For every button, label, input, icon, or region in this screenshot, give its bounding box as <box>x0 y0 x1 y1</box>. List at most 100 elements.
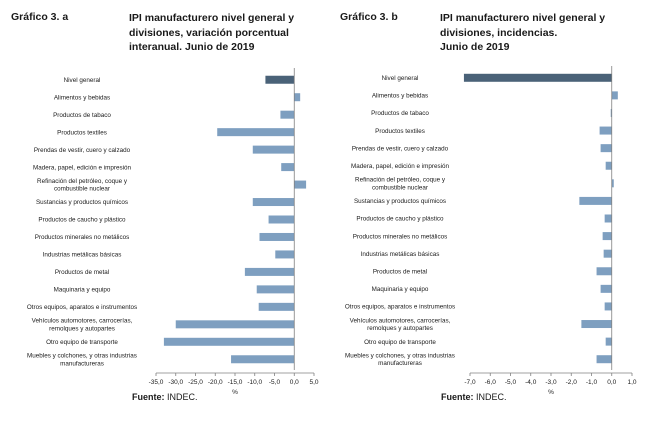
category-label: Productos textiles <box>57 129 107 136</box>
category-label-line: Muebles y colchones, y otras industrias <box>345 353 455 360</box>
bar <box>600 284 612 293</box>
x-tick-label: -25,0 <box>188 379 203 386</box>
source-note: Fuente: INDEC. <box>441 392 507 402</box>
category-label-line: combustible nuclear <box>54 186 110 193</box>
bar <box>605 337 612 346</box>
chart-title: IPI manufacturero nivel general y divisi… <box>440 11 660 55</box>
category-label: Prendas de vestir, cuero y calzado <box>34 147 131 154</box>
category-label: Productos de tabaco <box>371 110 429 117</box>
source-value: INDEC. <box>476 392 507 402</box>
category-label-line: Industrias metálicas básicas <box>43 252 122 259</box>
x-tick-label: -1,0 <box>586 379 598 386</box>
x-tick-label: -5,0 <box>269 379 281 386</box>
x-tick-label: -7,0 <box>464 379 476 386</box>
bar <box>611 179 614 188</box>
category-label: Productos de metal <box>55 269 109 276</box>
bar <box>294 180 307 189</box>
chart-title-line: divisiones, variación porcentual <box>129 26 289 39</box>
category-label-line: Prendas de vestir, cuero y calzado <box>352 145 449 152</box>
category-label: Refinación del petróleo, coque y combusti… <box>355 177 446 192</box>
bar <box>604 302 612 311</box>
bar <box>275 250 295 259</box>
x-tick-label: -30,0 <box>168 379 183 386</box>
x-tick-label: -4,0 <box>525 379 537 386</box>
category-label-line: Industrias metálicas básicas <box>361 251 440 258</box>
category-label-line: Maquinaria y equipo <box>372 286 429 293</box>
category-label-line: Otro equipo de transporte <box>364 339 436 346</box>
bar <box>579 196 612 205</box>
category-label: Muebles y colchones, y otras industrias m… <box>27 353 137 368</box>
category-label-line: Nivel general <box>64 77 101 84</box>
category-label-line: Vehículos automotores, carrocerías, <box>32 318 133 325</box>
category-label: Productos minerales no metálicos <box>35 234 130 241</box>
bar <box>217 128 295 137</box>
source-note: Fuente: INDEC. <box>132 392 198 402</box>
chart-title-line: IPI manufacturero nivel general y <box>129 12 295 24</box>
bar <box>258 302 295 311</box>
bar <box>611 91 618 100</box>
bar-chart-b: Nivel general Alimentos y bebidas Producto… <box>345 66 637 396</box>
bar <box>596 267 612 276</box>
category-label-line: Productos de metal <box>373 268 427 275</box>
chart-tag: Gráfico 3. b <box>340 11 398 23</box>
category-label: Productos de caucho y plástico <box>38 217 126 224</box>
category-label: Maquinaria y equipo <box>372 286 429 293</box>
chart-title-line: IPI manufacturero nivel general y <box>440 12 606 24</box>
x-axis-label: % <box>548 389 554 396</box>
category-label-line: Madera, papel, edición e impresión <box>33 164 132 171</box>
category-label-line: Sustancias y productos químicos <box>354 198 446 205</box>
category-label-line: Otros equipos, aparatos e instrumentos <box>345 304 455 311</box>
bar <box>252 198 295 207</box>
category-label: Maquinaria y equipo <box>54 287 111 294</box>
category-label-line: Alimentos y bebidas <box>372 93 428 100</box>
bar <box>602 232 612 241</box>
x-tick-label: -5,0 <box>505 379 517 386</box>
category-label-line: Refinación del petróleo, coque y <box>37 178 128 185</box>
bar <box>265 75 295 84</box>
x-tick-label: -6,0 <box>485 379 497 386</box>
category-label: Madera, papel, edición e impresión <box>33 164 132 171</box>
bar <box>599 126 612 135</box>
bar <box>603 249 612 258</box>
category-label-line: Productos minerales no metálicos <box>353 233 448 240</box>
category-label-line: Productos de caucho y plástico <box>38 217 126 224</box>
bar <box>244 267 295 276</box>
x-tick-label: 0,0 <box>290 379 299 386</box>
bar <box>268 215 295 224</box>
category-label-line: remolques y autopartes <box>367 325 433 332</box>
category-label-line: Productos de tabaco <box>371 110 429 117</box>
category-label-line: Otros equipos, aparatos e instrumentos <box>27 304 137 311</box>
category-label-line: Maquinaria y equipo <box>54 287 111 294</box>
category-label-line: manufactureras <box>60 360 104 367</box>
bar <box>463 73 612 82</box>
x-tick-label: -2,0 <box>566 379 578 386</box>
x-tick-label: 5,0 <box>309 379 318 386</box>
bar <box>610 108 612 117</box>
chart-title: IPI manufacturero nivel general y divisi… <box>129 11 329 55</box>
x-tick-label: 1,0 <box>627 379 636 386</box>
category-label: Nivel general <box>64 77 101 84</box>
bar <box>280 110 295 119</box>
category-label-line: Sustancias y productos químicos <box>36 199 128 206</box>
bar <box>596 355 612 364</box>
category-label-line: Prendas de vestir, cuero y calzado <box>34 147 131 154</box>
category-label: Alimentos y bebidas <box>54 94 110 101</box>
category-label-line: Otro equipo de transporte <box>46 339 118 346</box>
category-label-line: Refinación del petróleo, coque y <box>355 177 446 184</box>
x-tick-label: -35,0 <box>149 379 164 386</box>
category-label-line: Productos de caucho y plástico <box>356 216 444 223</box>
category-label: Nivel general <box>382 75 419 82</box>
chart-title-line: Junio de 2019 <box>440 41 510 53</box>
x-tick-label: -10,0 <box>247 379 262 386</box>
source-label: Fuente: <box>441 392 474 402</box>
chart-title-line: divisiones, incidencias. <box>440 26 558 39</box>
category-label: Alimentos y bebidas <box>372 93 428 100</box>
source-label: Fuente: <box>132 392 165 402</box>
category-label-line: Productos de tabaco <box>53 112 111 119</box>
bar <box>294 93 301 102</box>
x-tick-label: -15,0 <box>228 379 243 386</box>
category-label-line: Muebles y colchones, y otras industrias <box>27 353 137 360</box>
category-label-line: Alimentos y bebidas <box>54 94 110 101</box>
category-label: Productos minerales no metálicos <box>353 233 448 240</box>
bar <box>581 320 612 329</box>
